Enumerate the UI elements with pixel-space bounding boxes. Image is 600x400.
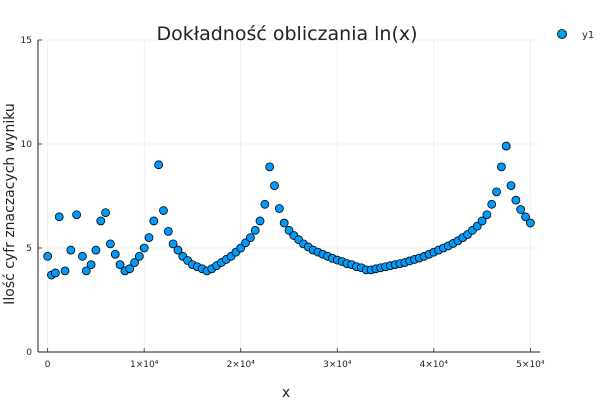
data-point [50, 268, 60, 278]
data-point [168, 239, 178, 249]
x-tick-label: 5×10⁴ [516, 360, 545, 370]
x-tick-label: 3×10⁴ [323, 360, 352, 370]
data-point [477, 216, 487, 226]
x-tick-label: 2×10⁴ [227, 360, 256, 370]
data-point [60, 266, 70, 276]
data-point [86, 260, 96, 270]
data-point [144, 233, 154, 243]
y-tick-label: 15 [21, 36, 32, 46]
data-point [78, 251, 87, 261]
data-point [270, 181, 279, 191]
data-point [492, 187, 501, 197]
data-point [154, 160, 164, 170]
legend: y1 [557, 29, 594, 41]
data-point [274, 204, 284, 213]
data-point [487, 199, 497, 209]
data-point [511, 195, 521, 205]
data-point [496, 162, 506, 172]
data-point [250, 225, 260, 235]
axes [37, 39, 540, 353]
data-point [173, 245, 183, 255]
data-point [91, 245, 101, 255]
x-tick-label: 4×10⁴ [420, 360, 449, 370]
data-point [106, 239, 115, 249]
data-point [163, 226, 173, 236]
data-point [81, 266, 91, 276]
x-tick-label: 0 [45, 360, 51, 370]
data-point [54, 212, 64, 222]
y-tick-label: 0 [26, 348, 32, 358]
y-axis-label: Ilość cyfr znaczacych wyniku [2, 103, 18, 305]
data-point [255, 216, 265, 226]
tick-labels: 0 1×10⁴ 2×10⁴ 3×10⁴ 4×10⁴ 5×10⁴ 0 5 10 15 [21, 36, 545, 370]
data-point [134, 251, 144, 261]
data-point [482, 210, 492, 220]
y-tick-label: 10 [21, 140, 33, 150]
data-point [265, 162, 275, 172]
legend-marker [557, 29, 567, 39]
data-point [501, 141, 511, 151]
data-point [260, 199, 270, 209]
data-point [101, 208, 110, 218]
data-point [159, 206, 168, 215]
data-point [521, 212, 530, 222]
data-point [149, 216, 159, 226]
data-point [115, 260, 125, 270]
data-point [279, 218, 289, 228]
data-point [516, 205, 526, 214]
data-point [525, 218, 535, 228]
data-point [43, 251, 53, 261]
data-point [110, 249, 120, 259]
x-axis-label: x [282, 385, 290, 400]
data-point [130, 258, 139, 267]
legend-label-y1: y1 [582, 30, 594, 41]
chart-title: Dokładność obliczania ln(x) [156, 23, 417, 45]
data-point [72, 210, 82, 220]
data-point [506, 181, 516, 191]
data-points [43, 141, 535, 280]
data-point [245, 233, 255, 243]
data-point [139, 243, 149, 253]
data-point [66, 245, 76, 255]
y-tick-label: 5 [26, 244, 32, 254]
data-point [125, 264, 135, 274]
x-tick-label: 1×10⁴ [130, 360, 159, 370]
data-point [96, 216, 106, 226]
